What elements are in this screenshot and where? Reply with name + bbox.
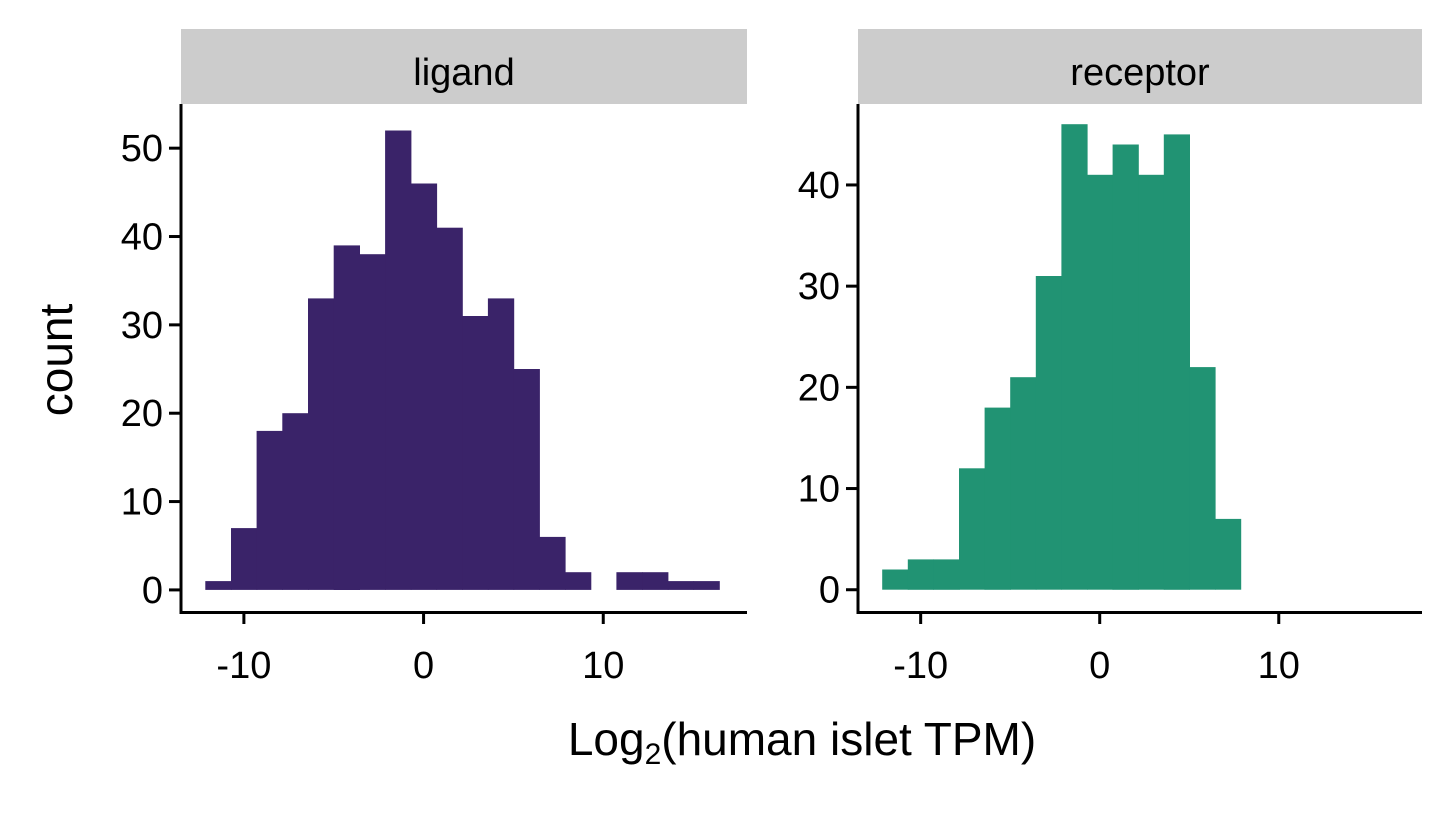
x-tick-label: 10 xyxy=(1258,645,1300,687)
y-tick-label: 20 xyxy=(798,367,840,409)
x-tick-label: -10 xyxy=(893,645,948,687)
facet-receptor: receptor 0 10 20 30 40 -10 0 10 xyxy=(798,29,1422,687)
histogram-bar-ligand-3 xyxy=(282,413,309,590)
histogram-bar-ligand-13 xyxy=(539,536,566,590)
y-tick-label: 20 xyxy=(121,393,163,435)
histogram-bar-ligand-8 xyxy=(410,183,438,590)
x-axis-title: Log2(human islet TPM) xyxy=(568,713,1036,771)
x-tick-label: 0 xyxy=(413,645,434,687)
histogram-bar-ligand-5 xyxy=(333,245,360,590)
x-axis-title-suffix: (human islet TPM) xyxy=(661,713,1036,765)
y-tick-label: 40 xyxy=(121,217,163,259)
histogram-bar-ligand-12 xyxy=(513,369,540,590)
histogram-bar-ligand-2 xyxy=(256,430,283,590)
histogram-bar-receptor-13 xyxy=(1215,518,1242,590)
y-axis-ticks-receptor: 0 10 20 30 40 xyxy=(798,165,858,612)
facet-strip-ligand xyxy=(181,29,747,104)
histogram-bar-ligand-17 xyxy=(642,572,669,590)
x-axis-title-prefix: Log xyxy=(568,713,645,765)
y-tick-label: 10 xyxy=(121,482,163,524)
bars-receptor xyxy=(882,124,1242,590)
histogram-bar-receptor-0 xyxy=(882,569,909,590)
histogram-bar-ligand-19 xyxy=(693,581,720,590)
histogram-bar-ligand-18 xyxy=(667,581,695,590)
histogram-bar-ligand-1 xyxy=(231,528,258,590)
x-axis-title-subscript: 2 xyxy=(645,738,662,771)
histogram-bar-receptor-3 xyxy=(959,468,986,590)
facet-strip-receptor xyxy=(858,29,1422,104)
y-tick-label: 0 xyxy=(142,570,163,612)
x-axis-ticks-ligand: -10 0 10 xyxy=(216,612,624,687)
histogram-bar-ligand-14 xyxy=(565,572,592,590)
x-tick-label: 10 xyxy=(582,645,624,687)
histogram-bar-receptor-6 xyxy=(1035,276,1062,590)
histogram-bar-ligand-6 xyxy=(359,254,386,590)
x-axis-ticks-receptor: -10 0 10 xyxy=(893,612,1300,687)
x-tick-label: 0 xyxy=(1089,645,1110,687)
histogram-bar-ligand-11 xyxy=(487,298,515,590)
bars-ligand xyxy=(205,130,720,590)
histogram-bar-receptor-7 xyxy=(1061,124,1088,590)
histogram-bar-receptor-2 xyxy=(933,559,960,590)
facet-ligand: ligand 0 10 20 30 40 50 -10 0 10 xyxy=(121,29,747,687)
histogram-bar-ligand-7 xyxy=(385,130,412,590)
histogram-bar-ligand-16 xyxy=(616,572,643,590)
histogram-bar-receptor-4 xyxy=(984,407,1011,590)
histogram-bar-receptor-12 xyxy=(1189,367,1216,590)
y-tick-label: 30 xyxy=(121,305,163,347)
y-tick-label: 0 xyxy=(819,570,840,612)
y-axis-ticks-ligand: 0 10 20 30 40 50 xyxy=(121,128,181,612)
histogram-bar-ligand-9 xyxy=(436,227,463,590)
facet-label-ligand: ligand xyxy=(413,52,514,94)
y-tick-label: 40 xyxy=(798,165,840,207)
y-axis-title: count xyxy=(30,304,82,417)
histogram-bar-ligand-10 xyxy=(462,316,489,590)
histogram-bar-ligand-0 xyxy=(205,581,232,590)
histogram-bar-receptor-9 xyxy=(1112,144,1139,590)
histogram-bar-ligand-4 xyxy=(308,298,335,590)
histogram-bar-receptor-5 xyxy=(1010,377,1037,590)
histogram-bar-receptor-8 xyxy=(1087,174,1114,590)
y-tick-label: 50 xyxy=(121,128,163,170)
y-tick-label: 30 xyxy=(798,266,840,308)
x-tick-label: -10 xyxy=(216,645,271,687)
facet-label-receptor: receptor xyxy=(1070,52,1210,94)
histogram-bar-receptor-1 xyxy=(907,559,934,590)
histogram-bar-receptor-10 xyxy=(1138,174,1165,590)
y-tick-label: 10 xyxy=(798,469,840,511)
histogram-bar-receptor-11 xyxy=(1163,134,1190,590)
